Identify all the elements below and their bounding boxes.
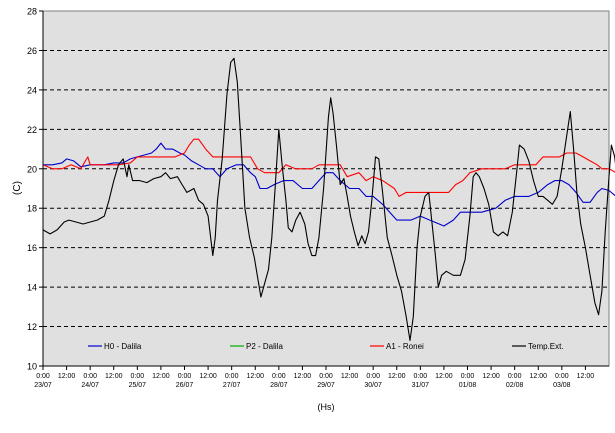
y-tick-label: 16: [27, 243, 37, 253]
x-tick-label-time: 12:00: [577, 373, 595, 380]
x-tick-label-time: 12:00: [294, 373, 312, 380]
y-axis-label: (C): [12, 181, 23, 195]
plot-background: [42, 10, 610, 367]
y-tick-label: 20: [27, 164, 37, 174]
x-tick-label-date: 26/07: [176, 382, 194, 389]
legend: H0 - Dalila P2 - Dalila A1 - Ronei Temp.Ext…: [88, 342, 564, 351]
x-tick-label-time: 12:00: [105, 373, 123, 380]
x-tick-label-date: 30/07: [364, 382, 382, 389]
x-tick-label-time: 12:00: [388, 373, 406, 380]
x-tick-label-time: 12:00: [341, 373, 359, 380]
x-tick-label-time: 0:00: [461, 373, 475, 380]
x-tick-label-time: 12:00: [152, 373, 170, 380]
x-tick-label-time: 0:00: [131, 373, 145, 380]
legend-label: Temp.Ext.: [528, 342, 564, 351]
x-tick-label-date: 31/07: [412, 382, 430, 389]
x-tick-label-time: 0:00: [178, 373, 192, 380]
y-tick-label: 18: [27, 204, 37, 214]
legend-label: A1 - Ronei: [386, 342, 424, 351]
x-tick-label-time: 0:00: [36, 373, 50, 380]
x-tick-label-time: 0:00: [366, 373, 380, 380]
x-tick-label-time: 0:00: [272, 373, 286, 380]
y-tick-label: 28: [27, 7, 37, 17]
x-tick-label-time: 0:00: [555, 373, 569, 380]
x-tick-label-time: 12:00: [435, 373, 453, 380]
x-tick-label-date: 28/07: [270, 382, 288, 389]
x-tick-label-time: 0:00: [225, 373, 239, 380]
series-line-3: [42, 138, 615, 197]
x-tick-label-date: 23/07: [34, 382, 52, 389]
series-line-4: [42, 57, 615, 341]
legend-label: H0 - Dalila: [104, 342, 142, 351]
x-tick-label-time: 12:00: [199, 373, 217, 380]
x-tick-label-time: 0:00: [508, 373, 522, 380]
series-layer: [42, 57, 615, 341]
y-tick-label: 24: [27, 85, 37, 95]
x-tick-label-time: 0:00: [83, 373, 97, 380]
x-tick-label-date: 27/07: [223, 382, 241, 389]
x-tick-label-date: 03/08: [553, 382, 571, 389]
y-tick-label: 10: [27, 362, 37, 372]
y-tick-label: 26: [27, 46, 37, 56]
series-line-1: [43, 142, 615, 227]
x-tick-label-time: 0:00: [319, 373, 333, 380]
x-tick-label-date: 24/07: [81, 382, 99, 389]
x-tick-label-time: 0:00: [414, 373, 428, 380]
x-tick-label-time: 12:00: [529, 373, 547, 380]
legend-label: P2 - Dalila: [246, 342, 283, 351]
grid-layer: [43, 49, 609, 328]
x-tick-label-time: 12:00: [246, 373, 264, 380]
x-tick-label-date: 29/07: [317, 382, 335, 389]
axis-layer: 10 12 14 16 18 20 22 24 26 28 0:00 23/07 12:00 0:00 24…: [27, 7, 609, 389]
x-tick-label-date: 02/08: [506, 382, 524, 389]
x-axis-label: (Hs): [318, 402, 335, 412]
y-tick-label: 22: [27, 125, 37, 135]
y-tick-label: 12: [27, 322, 37, 332]
x-tick-label-date: 25/07: [129, 382, 147, 389]
y-tick-label: 14: [27, 283, 37, 293]
x-tick-label-time: 12:00: [58, 373, 76, 380]
x-tick-label-date: 01/08: [459, 382, 477, 389]
x-tick-label-time: 12:00: [482, 373, 500, 380]
